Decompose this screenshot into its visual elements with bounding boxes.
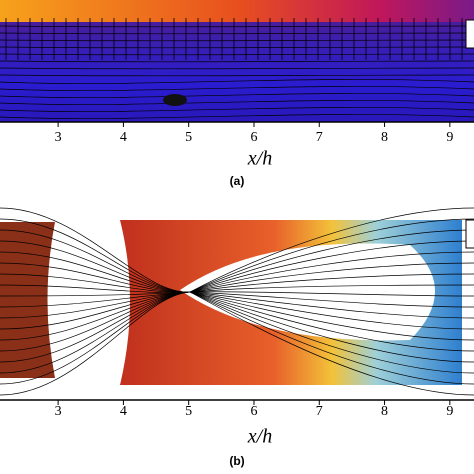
x-tick-label: 4 bbox=[120, 404, 127, 419]
streamline bbox=[0, 100, 474, 105]
streamline bbox=[0, 284, 474, 293]
x-tick-label: 9 bbox=[446, 404, 453, 419]
x-tick-label: 5 bbox=[185, 130, 192, 145]
streamline bbox=[0, 79, 474, 84]
x-tick-label: 9 bbox=[446, 130, 453, 145]
streamline bbox=[0, 291, 474, 352]
streamline bbox=[0, 291, 474, 297]
x-tick-label: 3 bbox=[55, 130, 62, 145]
streamline bbox=[0, 291, 474, 308]
x-tick-label: 3 bbox=[55, 404, 62, 419]
streamline bbox=[0, 39, 474, 42]
x-tick-label: 5 bbox=[185, 404, 192, 419]
x-tick-label: 6 bbox=[250, 130, 257, 145]
streamline bbox=[0, 291, 474, 363]
streamline bbox=[0, 114, 474, 119]
x-tick-label: 4 bbox=[120, 130, 127, 145]
vortex-core bbox=[163, 94, 187, 106]
x-axis-label: x/h bbox=[247, 426, 272, 448]
legend-box-edge bbox=[465, 219, 474, 249]
streamline bbox=[0, 291, 474, 396]
panel-caption: (b) bbox=[229, 454, 244, 468]
field-top-band bbox=[0, 0, 474, 22]
streamline bbox=[0, 46, 474, 49]
streamline bbox=[0, 74, 474, 77]
legend-box-edge bbox=[465, 19, 474, 49]
streamline bbox=[0, 291, 474, 319]
streamline bbox=[0, 60, 474, 63]
streamline bbox=[0, 53, 474, 56]
x-tick-label: 8 bbox=[381, 130, 388, 145]
streamline bbox=[0, 273, 474, 293]
x-tick-label: 7 bbox=[316, 130, 323, 145]
streamline bbox=[0, 67, 474, 70]
streamline bbox=[0, 291, 474, 341]
streamline bbox=[0, 107, 474, 112]
streamline bbox=[0, 93, 474, 98]
x-tick-label: 6 bbox=[250, 404, 257, 419]
x-tick-label: 8 bbox=[381, 404, 388, 419]
x-tick-label: 7 bbox=[316, 404, 323, 419]
x-axis-label: x/h bbox=[247, 148, 272, 170]
streamline bbox=[0, 86, 474, 91]
streamline bbox=[0, 25, 474, 28]
field-blob-left bbox=[0, 222, 55, 378]
streamline bbox=[0, 32, 474, 35]
panel-caption: (a) bbox=[230, 174, 245, 188]
